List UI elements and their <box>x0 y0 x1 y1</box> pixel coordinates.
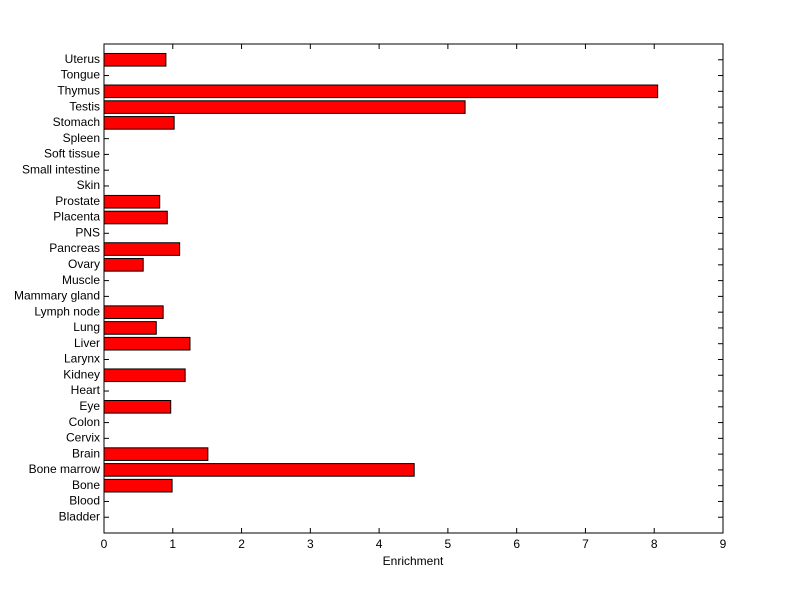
y-tick-label: Heart <box>71 383 101 397</box>
y-tick-label: Bone <box>72 478 100 492</box>
bar <box>103 52 167 67</box>
bar <box>103 463 415 477</box>
y-tick-label: Thymus <box>57 83 100 97</box>
x-tick-label: 2 <box>238 537 245 551</box>
y-tick-label: Liver <box>74 336 100 350</box>
bar <box>103 478 173 493</box>
y-tick-label: Muscle <box>62 273 100 287</box>
y-tick-label: Testis <box>69 99 100 113</box>
y-tick-label: Prostate <box>55 194 100 208</box>
y-tick-label: Larynx <box>64 352 100 366</box>
x-tick-label: 4 <box>376 537 383 551</box>
bar <box>103 321 157 335</box>
x-tick-label: 7 <box>582 537 589 551</box>
y-tick-label: Bladder <box>59 509 100 523</box>
bar <box>103 368 186 383</box>
y-tick-label: Skin <box>77 178 100 192</box>
y-tick-label: Lymph node <box>34 304 100 318</box>
y-tick-label: Uterus <box>65 52 100 66</box>
y-tick-label: Lung <box>73 320 100 334</box>
y-tick-label: Kidney <box>63 367 100 381</box>
bar <box>103 258 144 272</box>
y-tick-label: Stomach <box>53 115 100 129</box>
x-axis-label: Enrichment <box>383 554 444 568</box>
x-tick-label: 6 <box>513 537 520 551</box>
x-tick-label: 0 <box>101 537 108 551</box>
y-tick-label: Colon <box>69 415 100 429</box>
y-tick-label: Bone marrow <box>29 462 101 476</box>
y-tick-label: Small intestine <box>22 162 100 176</box>
bar <box>103 194 161 209</box>
y-tick-label: PNS <box>75 225 100 239</box>
y-tick-label: Cervix <box>66 431 100 445</box>
y-tick-label: Brain <box>72 446 100 460</box>
bar <box>103 399 172 414</box>
x-tick-label: 1 <box>169 537 176 551</box>
bar <box>103 84 659 99</box>
y-tick-label: Mammary gland <box>14 289 100 303</box>
x-tick-label: 8 <box>651 537 658 551</box>
y-tick-label: Spleen <box>63 131 100 145</box>
plot-area <box>103 43 724 534</box>
bar <box>103 336 191 351</box>
y-tick-label: Placenta <box>53 210 100 224</box>
x-tick-label: 3 <box>307 537 314 551</box>
bar <box>103 210 168 225</box>
y-tick-label: Soft tissue <box>44 147 100 161</box>
bar <box>103 242 181 256</box>
bar <box>103 447 209 461</box>
y-tick-label: Tongue <box>61 68 101 82</box>
bar <box>103 100 466 114</box>
x-tick-label: 9 <box>720 537 727 551</box>
y-tick-label: Eye <box>79 399 100 413</box>
bar <box>103 116 175 130</box>
y-tick-label: Pancreas <box>49 241 100 255</box>
bar <box>103 305 164 319</box>
x-tick-label: 5 <box>445 537 452 551</box>
y-tick-label: Ovary <box>68 257 100 271</box>
y-tick-label: Blood <box>69 494 100 508</box>
